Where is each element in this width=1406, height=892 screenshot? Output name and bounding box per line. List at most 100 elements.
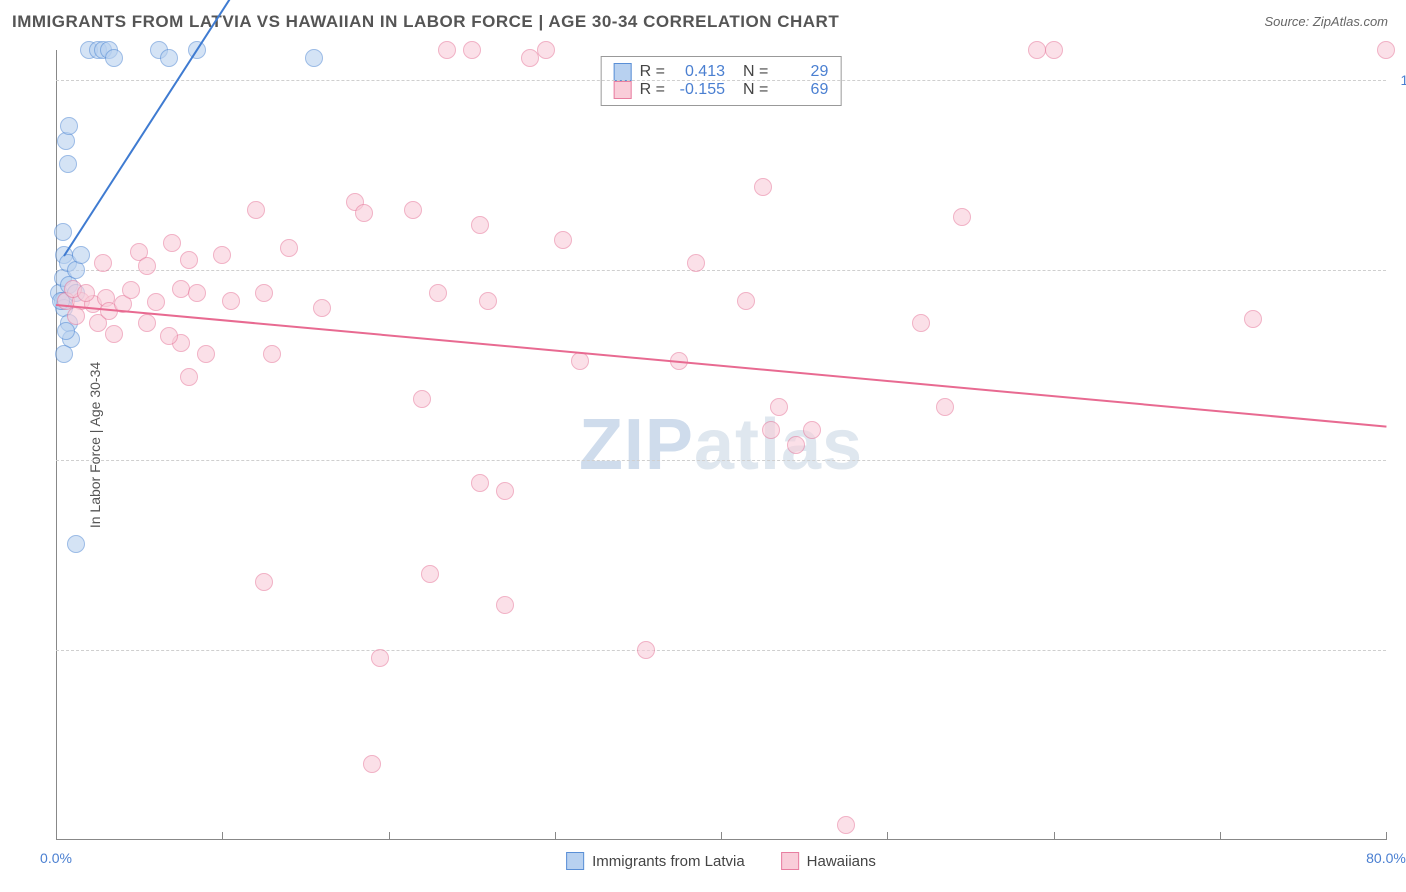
scatter-point [438, 41, 456, 59]
scatter-point [280, 239, 298, 257]
scatter-point [247, 201, 265, 219]
trend-line [56, 304, 1386, 428]
scatter-point [57, 322, 75, 340]
scatter-point [363, 755, 381, 773]
scatter-point [787, 436, 805, 454]
scatter-point [197, 345, 215, 363]
scatter-point [463, 41, 481, 59]
y-tick-label: 100.0% [1401, 72, 1406, 88]
scatter-point [255, 573, 273, 591]
scatter-point [55, 345, 73, 363]
scatter-point [936, 398, 954, 416]
legend-label: Hawaiians [807, 853, 876, 870]
scatter-point [122, 281, 140, 299]
chart-title: IMMIGRANTS FROM LATVIA VS HAWAIIAN IN LA… [12, 12, 839, 32]
x-tick [56, 832, 57, 840]
scatter-point [180, 251, 198, 269]
scatter-point [1244, 310, 1262, 328]
scatter-point [471, 474, 489, 492]
scatter-point [413, 390, 431, 408]
watermark: ZIPatlas [579, 404, 863, 486]
chart-container: IMMIGRANTS FROM LATVIA VS HAWAIIAN IN LA… [0, 0, 1406, 892]
scatter-point [213, 246, 231, 264]
scatter-point [105, 325, 123, 343]
scatter-point [59, 155, 77, 173]
scatter-point [762, 421, 780, 439]
x-tick [887, 832, 888, 840]
scatter-point [687, 254, 705, 272]
legend-label: Immigrants from Latvia [592, 853, 745, 870]
stats-n-label: N = [743, 63, 768, 81]
scatter-point [94, 254, 112, 272]
x-tick [555, 832, 556, 840]
scatter-point [953, 208, 971, 226]
x-tick [721, 832, 722, 840]
scatter-point [1377, 41, 1395, 59]
scatter-point [637, 641, 655, 659]
scatter-point [912, 314, 930, 332]
x-tick [1386, 832, 1387, 840]
h-gridline [56, 270, 1386, 271]
legend: Immigrants from Latvia Hawaiians [566, 852, 876, 870]
scatter-point [163, 234, 181, 252]
scatter-point [1045, 41, 1063, 59]
scatter-point [404, 201, 422, 219]
scatter-point [54, 223, 72, 241]
scatter-point [188, 284, 206, 302]
x-tick-label: 80.0% [1366, 850, 1406, 866]
x-tick [1220, 832, 1221, 840]
legend-swatch [614, 63, 632, 81]
scatter-point [571, 352, 589, 370]
scatter-point [471, 216, 489, 234]
scatter-point [355, 204, 373, 222]
stats-r-value: 0.413 [673, 63, 725, 81]
x-tick-label: 0.0% [40, 850, 72, 866]
h-gridline [56, 80, 1386, 81]
h-gridline [56, 650, 1386, 651]
scatter-point [105, 49, 123, 67]
scatter-point [371, 649, 389, 667]
scatter-point [754, 178, 772, 196]
stats-n-value: 69 [776, 81, 828, 99]
scatter-point [837, 816, 855, 834]
legend-item: Immigrants from Latvia [566, 852, 745, 870]
scatter-point [263, 345, 281, 363]
scatter-point [67, 535, 85, 553]
scatter-point [479, 292, 497, 310]
scatter-point [313, 299, 331, 317]
x-tick [222, 832, 223, 840]
y-axis-label: In Labor Force | Age 30-34 [87, 362, 103, 528]
source-label: Source: ZipAtlas.com [1264, 14, 1388, 29]
trend-line [63, 0, 256, 257]
stats-row: R =-0.155N =69 [614, 81, 829, 99]
scatter-point [521, 49, 539, 67]
scatter-point [72, 246, 90, 264]
scatter-point [803, 421, 821, 439]
legend-swatch [566, 852, 584, 870]
stats-n-label: N = [743, 81, 768, 99]
x-tick [389, 832, 390, 840]
scatter-point [222, 292, 240, 310]
legend-item: Hawaiians [781, 852, 876, 870]
stats-r-label: R = [640, 63, 665, 81]
stats-row: R = 0.413 N = 29 [614, 63, 829, 81]
scatter-point [60, 117, 78, 135]
scatter-point [160, 49, 178, 67]
scatter-point [255, 284, 273, 302]
scatter-point [496, 596, 514, 614]
y-axis-line [56, 50, 57, 840]
scatter-point [421, 565, 439, 583]
scatter-point [172, 280, 190, 298]
scatter-point [138, 257, 156, 275]
scatter-point [160, 327, 178, 345]
stats-r-value: -0.155 [673, 81, 725, 99]
stats-n-value: 29 [776, 63, 828, 81]
legend-swatch [781, 852, 799, 870]
scatter-point [1028, 41, 1046, 59]
scatter-point [429, 284, 447, 302]
scatter-point [77, 284, 95, 302]
scatter-point [147, 293, 165, 311]
scatter-point [305, 49, 323, 67]
scatter-point [67, 307, 85, 325]
x-tick [1054, 832, 1055, 840]
